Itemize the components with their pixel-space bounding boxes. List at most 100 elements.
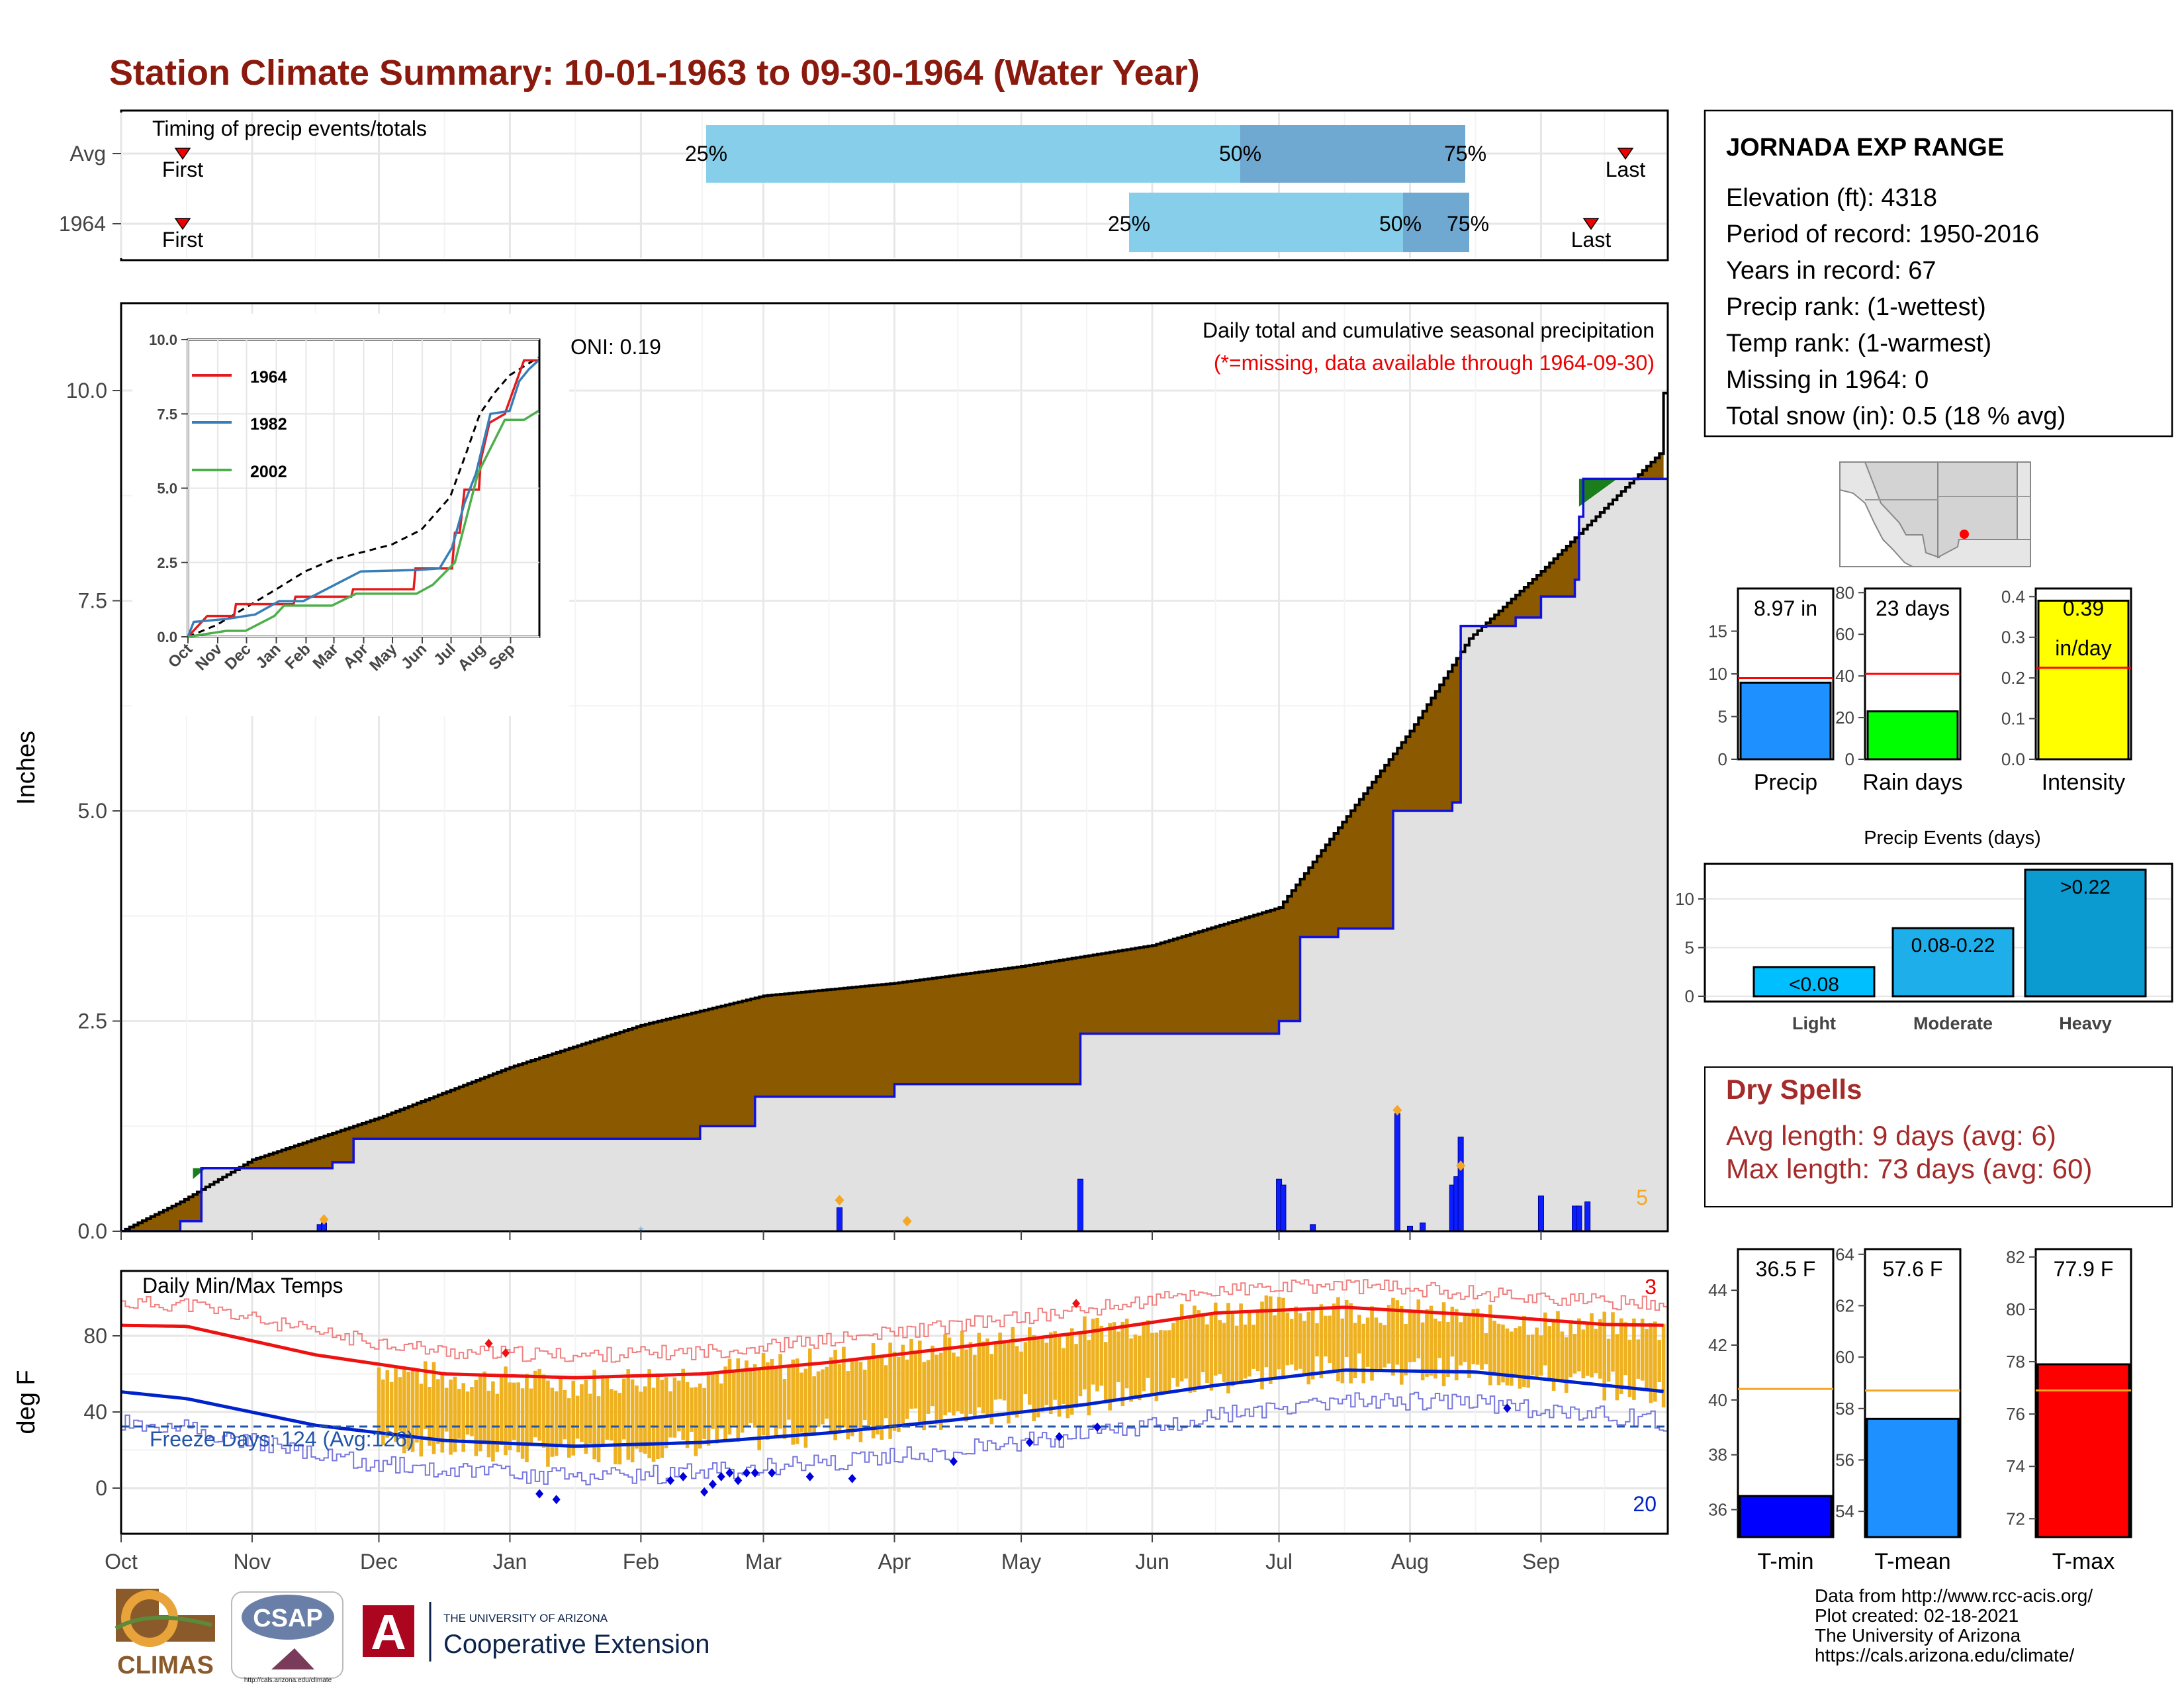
daily-temp-bar <box>740 1370 745 1433</box>
daily-temp-bar <box>1484 1333 1488 1365</box>
daily-temp-bar <box>926 1360 931 1414</box>
mini-bar-y-tick: 40 <box>1835 666 1854 686</box>
daily-temp-bar <box>1501 1325 1505 1383</box>
daily-temp-bar <box>1627 1339 1632 1397</box>
daily-temp-bar <box>533 1370 537 1438</box>
daily-temp-bar <box>807 1348 812 1432</box>
timing-avg-first: First <box>162 158 203 181</box>
cold-count-label: 20 <box>1633 1492 1657 1516</box>
mini-bar-value: 0.39 <box>2063 596 2104 620</box>
daily-temp-bar <box>1446 1321 1450 1377</box>
daily-temp-bar <box>559 1377 563 1446</box>
temp-bar-y-tick: 72 <box>2006 1509 2025 1528</box>
inset-y-tick-label: 10.0 <box>149 332 177 348</box>
mini-bar-y-tick: 20 <box>1835 708 1854 727</box>
mini-bar-y-tick: 5 <box>1718 707 1727 727</box>
daily-temp-bar <box>1323 1315 1328 1357</box>
precip-record-marker <box>319 1214 329 1225</box>
daily-temp-bar <box>1653 1321 1657 1402</box>
daily-temp-bar <box>436 1379 440 1444</box>
first-marker-icon <box>174 218 191 230</box>
inset-y-tick-label: 0.0 <box>157 629 177 645</box>
mini-bar-fill <box>1739 681 1832 761</box>
temp-record-marker <box>768 1468 776 1477</box>
mini-bar-precip: 0 5 10 15 8.97 in Precip <box>1708 587 1835 795</box>
daily-temp-bar <box>1437 1321 1441 1358</box>
daily-temp-bar <box>516 1382 521 1453</box>
svg-text:A: A <box>371 1605 406 1660</box>
daily-temp-bar <box>829 1357 833 1434</box>
daily-precip-bars <box>316 1113 1591 1231</box>
daily-temp-bar <box>681 1368 686 1440</box>
daily-temp-bar <box>846 1371 850 1440</box>
daily-temp-bar <box>639 1391 643 1452</box>
daily-temp-bar <box>791 1359 796 1445</box>
temp-y-tick-label: 80 <box>83 1324 107 1348</box>
daily-temp-bar <box>1328 1315 1332 1363</box>
precip-y-tick-label: 10.0 <box>66 379 107 402</box>
daily-temp-bar <box>1632 1318 1636 1400</box>
daily-temp-bar <box>529 1388 533 1444</box>
daily-temp-bar <box>1429 1305 1433 1376</box>
mini-bar-value: 8.97 in <box>1754 596 1817 620</box>
daily-temp-bar <box>960 1331 964 1414</box>
daily-temp-bar <box>453 1376 457 1452</box>
daily-temp-bar <box>1251 1325 1256 1369</box>
daily-temp-bar <box>428 1387 432 1446</box>
climas-logo-icon <box>116 1589 215 1642</box>
daily-temp-bar <box>749 1367 753 1423</box>
daily-temp-bar <box>1623 1322 1627 1376</box>
daily-temp-bar <box>1078 1333 1083 1397</box>
daily-temp-bar <box>1590 1313 1594 1378</box>
timing-avg-bar-25-50 <box>706 125 1240 183</box>
daily-temp-bar <box>1433 1318 1437 1379</box>
temp-y-axis: 0 40 80 <box>83 1324 121 1500</box>
daily-temp-bar <box>440 1372 445 1453</box>
daily-temp-bar <box>1488 1304 1492 1385</box>
dry-spells-avg: Avg length: 9 days (avg: 6) <box>1726 1120 2056 1151</box>
temp-x-axis: Oct Nov Dec Jan Feb Mar Apr May Jun Jul Aug Sep <box>105 1534 1560 1573</box>
daily-temp-bar <box>1040 1336 1044 1413</box>
daily-temp-bar <box>1277 1297 1281 1370</box>
daily-temp-bar <box>1285 1312 1290 1366</box>
daily-temp-bar <box>1564 1337 1569 1393</box>
daily-temp-bar <box>1175 1317 1180 1387</box>
mini-bar-label: Precip <box>1754 770 1817 795</box>
daily-temp-bar <box>398 1377 402 1431</box>
daily-temp-bar <box>719 1383 723 1429</box>
daily-precip-bar <box>1420 1222 1426 1231</box>
daily-temp-bar <box>465 1391 470 1435</box>
daily-temp-bar <box>1158 1330 1163 1395</box>
daily-temp-bar <box>1146 1320 1150 1378</box>
temp-record-marker <box>1072 1299 1081 1309</box>
daily-temp-bar <box>1091 1319 1095 1385</box>
mini-bar-unit: in/day <box>2055 636 2111 660</box>
daily-temp-bar <box>419 1383 424 1457</box>
temp-record-marker <box>502 1348 510 1358</box>
daily-temp-bar <box>486 1390 491 1458</box>
daily-temp-bar <box>1184 1319 1188 1379</box>
temp-bar-y-tick: 74 <box>2006 1456 2025 1476</box>
daily-temp-bar <box>952 1352 956 1416</box>
inset-legend-1982: 1982 <box>250 415 287 434</box>
daily-precip-bar <box>1077 1178 1083 1231</box>
temp-record-marker <box>679 1472 688 1481</box>
temp-bar-y-tick: 40 <box>1708 1390 1727 1410</box>
daily-temp-bar <box>656 1373 660 1460</box>
daily-temp-bar <box>470 1387 474 1436</box>
inset-legend: 1964 1982 2002 <box>192 368 287 481</box>
credit-line-3: The University of Arizona <box>1815 1625 2021 1646</box>
temp-bar-y-tick: 42 <box>1708 1335 1727 1355</box>
temp-bar-y-tick: 36 <box>1708 1500 1727 1520</box>
daily-temp-bar <box>1230 1313 1235 1387</box>
month-label: Nov <box>233 1550 271 1573</box>
month-label: Oct <box>105 1550 138 1573</box>
daily-temp-bar <box>1514 1328 1518 1377</box>
daily-temp-bar <box>1057 1333 1062 1417</box>
record-max-temp-line <box>121 1279 1668 1363</box>
daily-temp-bar <box>1332 1303 1336 1373</box>
daily-temp-bar <box>1048 1332 1053 1415</box>
daily-temp-bar <box>901 1344 905 1424</box>
daily-temp-bar <box>837 1364 842 1432</box>
daily-precip-bar <box>836 1207 842 1231</box>
